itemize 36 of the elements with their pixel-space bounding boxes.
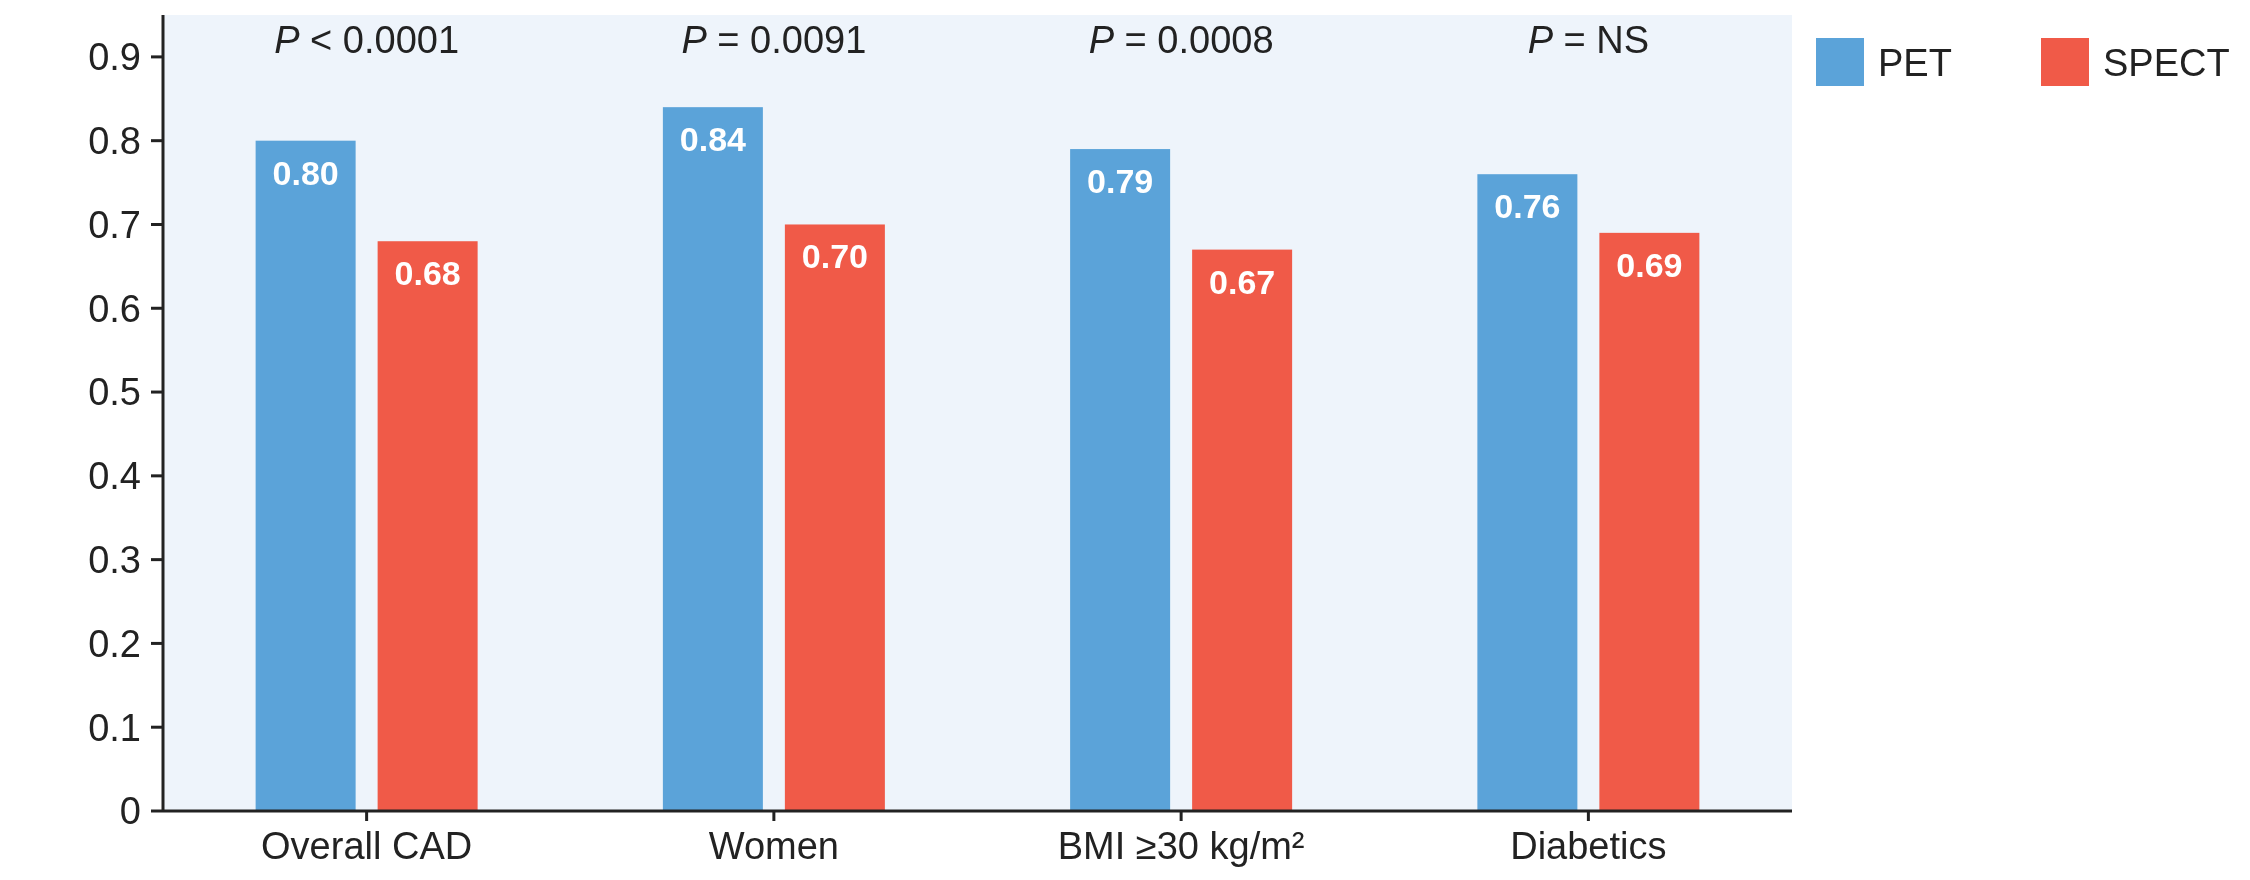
legend-label: SPECT xyxy=(2103,42,2230,84)
y-tick-label: 0.5 xyxy=(88,371,141,414)
annotation: P < 0.0001 xyxy=(274,19,460,61)
x-tick-label: BMI ≥30 kg/m² xyxy=(1057,825,1305,867)
data-label: 0.84 xyxy=(679,120,747,159)
annotation: P = 0.0091 xyxy=(681,19,867,61)
x-tick-label: Overall CAD xyxy=(261,825,473,867)
data-label: 0.76 xyxy=(1494,187,1561,226)
bar xyxy=(1477,174,1578,811)
annotation: P = 0.0008 xyxy=(1088,19,1274,61)
y-tick-label: 0.7 xyxy=(88,203,141,246)
bar xyxy=(377,241,478,811)
data-label: 0.79 xyxy=(1087,162,1154,201)
bar xyxy=(255,140,356,811)
y-tick-label: 0.4 xyxy=(88,455,141,498)
bar xyxy=(1070,149,1171,811)
data-label: 0.70 xyxy=(801,237,868,276)
data-label: 0.68 xyxy=(394,254,461,293)
bar xyxy=(784,224,885,811)
y-tick-label: 0.9 xyxy=(88,36,141,79)
y-tick-label: 0 xyxy=(119,790,141,833)
x-tick-label: Diabetics xyxy=(1510,825,1667,867)
bar xyxy=(1599,232,1700,811)
annotation: P = NS xyxy=(1527,19,1650,61)
y-tick-label: 0.2 xyxy=(88,622,141,665)
data-label: 0.80 xyxy=(272,153,339,192)
bar xyxy=(1192,249,1293,811)
y-tick-label: 0.3 xyxy=(88,538,141,581)
y-tick-label: 0.6 xyxy=(88,287,141,330)
data-label: 0.67 xyxy=(1209,262,1276,301)
data-label: 0.69 xyxy=(1616,245,1683,284)
y-tick-label: 0.8 xyxy=(88,119,141,162)
legend-label: PET xyxy=(1878,42,1952,84)
x-tick-label: Women xyxy=(708,825,839,867)
bar xyxy=(662,107,763,811)
y-tick-label: 0.1 xyxy=(88,706,141,749)
